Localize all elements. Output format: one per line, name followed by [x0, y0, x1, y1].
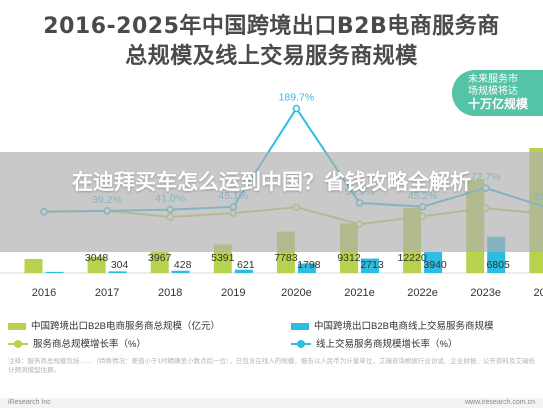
legend-online-growth: 线上交易服务商规模增长率（%）	[291, 336, 457, 350]
x-axis: 2016 2017 2018 2019 2020e 2021e 2022e 2023e 2024…	[0, 272, 543, 299]
bar-total-label: 3048	[85, 252, 109, 264]
x-tick-label: 2020e	[281, 287, 312, 299]
badge-line-3: 十万亿规模	[468, 97, 529, 111]
bar-online	[108, 271, 127, 273]
bar-total	[87, 256, 106, 273]
x-tick-label: 2021e	[344, 287, 375, 299]
chart-title-line-2: 总规模及线上交易服务商规模	[125, 44, 418, 69]
bar-online-label: 428	[174, 259, 192, 271]
x-tick-label: 2024e	[534, 287, 543, 299]
legend-total-scale: 中国跨境出口B2B电商服务商总规模（亿元）	[8, 318, 220, 332]
bar-total	[24, 258, 43, 273]
bar-online	[171, 270, 190, 273]
chart-title-line-1: 2016-2025年中国跨境出口B2B电商服务商	[43, 14, 500, 39]
x-tick-label: 2016	[32, 287, 56, 299]
bar-total-label: 5391	[211, 252, 235, 264]
bar-online-label: 621	[237, 259, 255, 271]
point-online-growth	[292, 104, 301, 113]
source-note: 注释：服务商总规模包括……（特殊情况：差值小于1时精确至小数点后一位），已包含在…	[8, 358, 535, 374]
x-tick-label: 2018	[158, 287, 182, 299]
x-tick-label: 2019	[221, 287, 245, 299]
legend-swatch-total-bar	[8, 322, 26, 330]
legend-label: 服务商总规模增长率（%）	[33, 339, 146, 350]
forecast-badge: 未来服务市 场规模将达 十万亿规模	[452, 70, 543, 116]
bar-online-label: 3940	[423, 259, 447, 271]
bar-online-label: 2713	[360, 259, 384, 271]
bar-online	[234, 269, 253, 273]
legend-swatch-online-line	[291, 339, 311, 349]
bar-online	[424, 252, 443, 273]
bar-online	[297, 263, 316, 273]
label-online-growth: 189.7%	[279, 92, 315, 104]
bar-online-label: 304	[111, 259, 129, 271]
legend-label: 中国跨境出口B2B电商线上交易服务商规模	[314, 321, 494, 332]
bar-total-label: 7783	[274, 252, 298, 264]
bar-online-label: 6805	[487, 259, 511, 271]
footer: iResearch Inc www.iresearch.com.cn	[0, 398, 543, 408]
legend-label: 线上交易服务商规模增长率（%）	[316, 339, 458, 350]
badge-line-1: 未来服务市	[468, 74, 518, 85]
bar-online-label: 1798	[297, 259, 321, 271]
overlay-banner	[0, 152, 543, 252]
legend-swatch-online-bar	[291, 322, 309, 330]
bar-total	[150, 251, 169, 273]
x-tick-label: 2017	[95, 287, 119, 299]
bar-online	[45, 271, 64, 273]
legend-label: 中国跨境出口B2B电商服务商总规模（亿元）	[31, 321, 220, 332]
legend-online-scale: 中国跨境出口B2B电商线上交易服务商规模	[291, 318, 493, 332]
bar-total-label: 9312	[337, 252, 361, 264]
legend-swatch-total-line	[8, 339, 28, 349]
bar-total-label: 12220	[397, 252, 426, 264]
x-tick-label: 2023e	[470, 287, 501, 299]
overlay-headline-link[interactable]: 在迪拜买车怎么运到中国？省钱攻略全解析	[72, 170, 471, 194]
footer-left: iResearch Inc	[8, 399, 51, 406]
legend-total-growth: 服务商总规模增长率（%）	[8, 336, 146, 350]
badge-line-2: 场规模将达	[468, 86, 518, 97]
x-tick-label: 2022e	[407, 287, 438, 299]
bar-online	[361, 258, 379, 273]
footer-right: www.iresearch.com.cn	[464, 399, 535, 406]
bar-total-label: 3967	[148, 252, 172, 264]
